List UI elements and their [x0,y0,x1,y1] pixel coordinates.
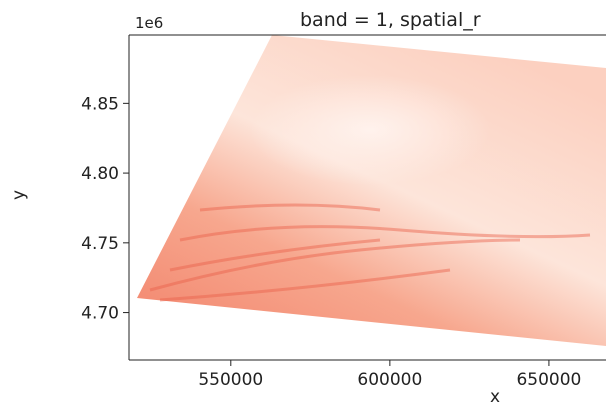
raster-light-area [250,75,490,185]
x-tick-label: 600000 [357,370,422,390]
x-tick-label: 550000 [198,370,263,390]
y-offset-label: 1e6 [135,14,163,32]
y-tick-label: 4.70 [81,304,119,324]
x-axis-label: x [490,387,500,407]
chart-title: band = 1, spatial_r [300,9,481,31]
raster-footprint [137,35,606,346]
y-tick-label: 4.80 [81,164,119,184]
y-tick-label: 4.85 [81,94,119,114]
y-axis-label: y [9,190,29,200]
x-tick-label: 650000 [516,370,581,390]
y-tick-label: 4.75 [81,234,119,254]
raster-texture [149,203,591,302]
raster-image [137,35,606,346]
